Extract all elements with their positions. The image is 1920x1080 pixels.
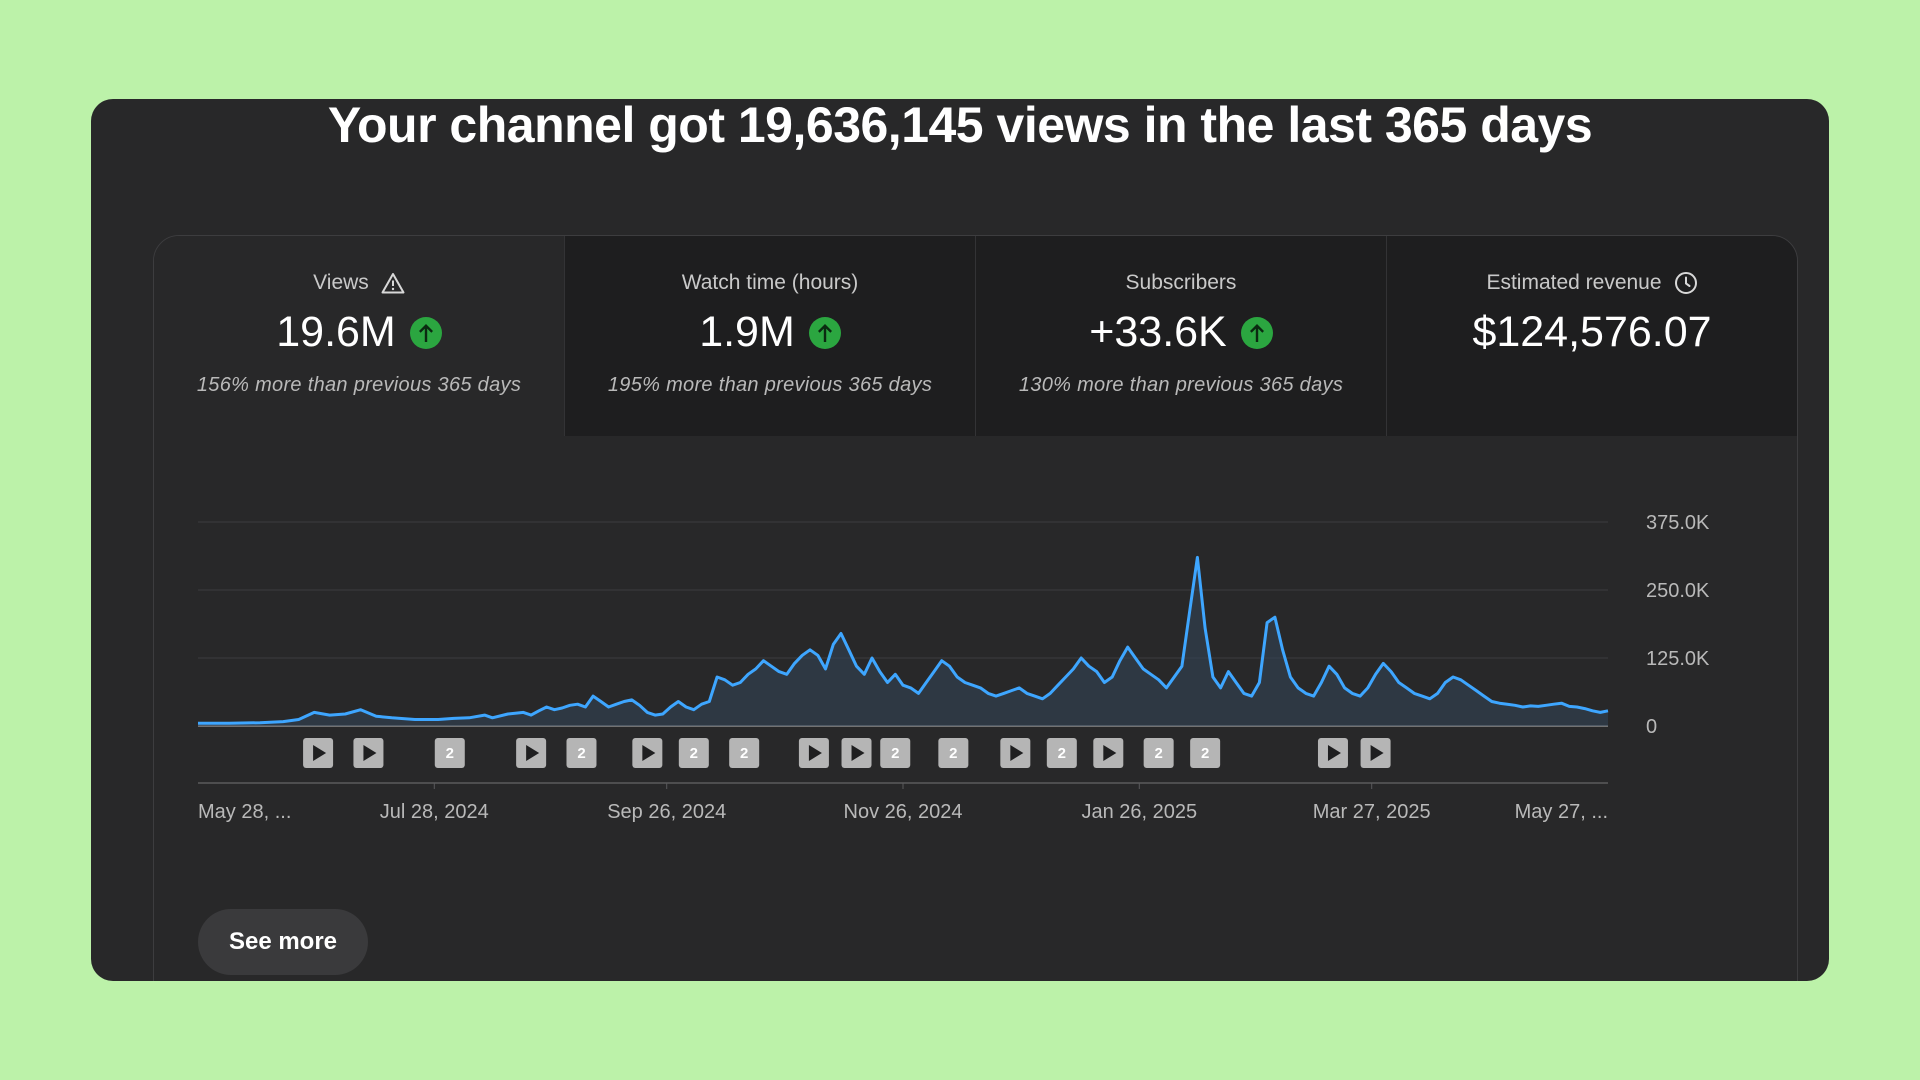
marker-box: [1046, 738, 1077, 768]
video-group-marker[interactable]: 2: [434, 738, 465, 768]
metric-label: Views: [313, 271, 369, 294]
marker-box: [678, 738, 709, 768]
x-tick-label: Nov 26, 2024: [844, 801, 963, 823]
video-marker[interactable]: [1093, 738, 1124, 768]
play-icon: [851, 745, 865, 761]
play-icon: [1370, 745, 1384, 761]
metric-value-row: +33.6K: [976, 308, 1386, 357]
marker-box: [938, 738, 969, 768]
metric-value: 1.9M: [699, 308, 795, 356]
y-tick-label: 375.0K: [1646, 512, 1710, 534]
x-tick-label: Jul 28, 2024: [380, 801, 489, 823]
video-group-marker[interactable]: 2: [1143, 738, 1174, 768]
marker-count: 2: [690, 745, 698, 762]
analytics-card: Views 19.6M 156% more than previous 365 …: [153, 235, 1798, 981]
marker-count: 2: [577, 745, 585, 762]
y-tick-label: 125.0K: [1646, 648, 1710, 670]
trend-up-icon: [1240, 316, 1273, 349]
video-group-marker[interactable]: 2: [678, 738, 709, 768]
metric-value-row: $124,576.07: [1387, 308, 1797, 357]
metric-tab-watch-time[interactable]: Watch time (hours) 1.9M 195% more than p…: [565, 236, 976, 436]
marker-count: 2: [446, 745, 454, 762]
video-marker[interactable]: [303, 738, 334, 768]
x-tick-label: May 27, ...: [1515, 801, 1608, 823]
warning-icon[interactable]: [381, 272, 405, 294]
marker-box: [1143, 738, 1174, 768]
metric-change: 130% more than previous 365 days: [1018, 374, 1344, 396]
marker-count: 2: [1154, 745, 1162, 762]
series-line: [198, 555, 1609, 725]
metric-value: 19.6M: [276, 308, 396, 356]
play-icon: [642, 745, 656, 761]
marker-box: [434, 738, 465, 768]
marker-box: [729, 738, 760, 768]
see-more-button[interactable]: See more: [198, 909, 368, 975]
metric-tab-revenue[interactable]: Estimated revenue $124,576.07: [1387, 236, 1797, 436]
marker-box: [1190, 738, 1221, 768]
video-marker[interactable]: [1317, 738, 1348, 768]
metric-label-row: Watch time (hours): [565, 271, 975, 295]
views-chart: 375.0K 250.0K 125.0K 0 2 2 2 2 2 2 2 2 2 May 28, ... J…: [198, 512, 1710, 823]
video-marker[interactable]: [841, 738, 872, 768]
play-icon: [526, 745, 540, 761]
metric-value: $124,576.07: [1472, 308, 1712, 356]
metrics-row: Views 19.6M 156% more than previous 365 …: [154, 236, 1797, 436]
video-marker[interactable]: [632, 738, 663, 768]
marker-box: [566, 738, 597, 768]
clock-icon[interactable]: [1674, 271, 1698, 295]
x-tick-label: May 28, ...: [198, 801, 291, 823]
marker-count: 2: [740, 745, 748, 762]
video-group-marker[interactable]: 2: [729, 738, 760, 768]
x-tick-label: Sep 26, 2024: [607, 801, 726, 823]
video-marker[interactable]: [1360, 738, 1391, 768]
metric-change: 156% more than previous 365 days: [196, 374, 522, 396]
series-area: [198, 557, 1608, 726]
metric-change: 195% more than previous 365 days: [607, 374, 933, 396]
marker-count: 2: [1201, 745, 1209, 762]
y-tick-label: 0: [1646, 716, 1657, 738]
play-icon: [1103, 745, 1117, 761]
y-tick-label: 250.0K: [1646, 580, 1710, 602]
x-tick-label: Jan 26, 2025: [1081, 801, 1197, 823]
metric-value: +33.6K: [1089, 308, 1227, 356]
metric-label: Estimated revenue: [1486, 271, 1662, 294]
page-title: Your channel got 19,636,145 views in the…: [327, 99, 1593, 153]
video-marker[interactable]: [1000, 738, 1031, 768]
video-group-marker[interactable]: 2: [880, 738, 911, 768]
metric-label-row: Views: [154, 271, 564, 295]
metric-label-row: Subscribers: [976, 271, 1386, 295]
metric-tab-subscribers[interactable]: Subscribers +33.6K 130% more than previo…: [976, 236, 1387, 436]
marker-box: [880, 738, 911, 768]
metric-tab-views[interactable]: Views 19.6M 156% more than previous 365 …: [154, 236, 565, 436]
play-icon: [313, 745, 327, 761]
metric-label-row: Estimated revenue: [1387, 271, 1797, 295]
video-group-marker[interactable]: 2: [1190, 738, 1221, 768]
marker-count: 2: [1058, 745, 1066, 762]
marker-count: 2: [949, 745, 957, 762]
video-group-marker[interactable]: 2: [566, 738, 597, 768]
metric-value-row: 1.9M: [565, 308, 975, 357]
video-marker[interactable]: [516, 738, 547, 768]
channel-summary-panel: Your channel got 19,636,145 views in the…: [91, 99, 1829, 981]
play-icon: [1327, 745, 1341, 761]
metric-value-row: 19.6M: [154, 308, 564, 357]
play-icon: [808, 745, 822, 761]
video-marker[interactable]: [353, 738, 384, 768]
video-group-marker[interactable]: 2: [938, 738, 969, 768]
metric-label: Subscribers: [1125, 271, 1237, 294]
video-group-marker[interactable]: 2: [1046, 738, 1077, 768]
play-icon: [1010, 745, 1024, 761]
video-marker[interactable]: [798, 738, 829, 768]
play-icon: [363, 745, 377, 761]
marker-count: 2: [891, 745, 899, 762]
x-tick-label: Mar 27, 2025: [1313, 801, 1431, 823]
metric-label: Watch time (hours): [681, 271, 859, 294]
trend-up-icon: [808, 316, 841, 349]
trend-up-icon: [409, 316, 442, 349]
